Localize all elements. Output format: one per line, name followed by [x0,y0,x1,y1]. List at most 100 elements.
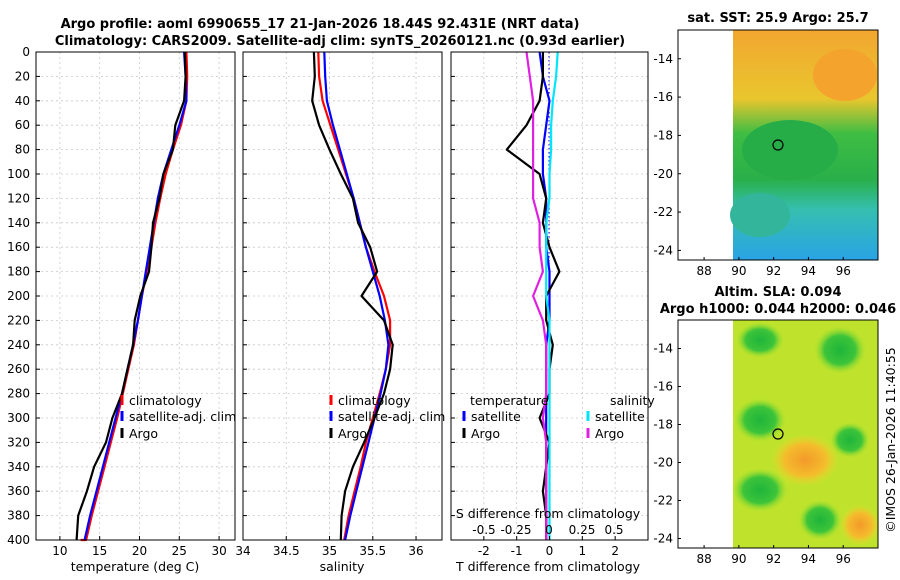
legend-text-t-argo: Argo [471,426,500,441]
sst-map-panel: sat. SST: 25.9 Argo: 25.7 88 90 92 94 96 -14 -… [653,11,879,278]
legend-text-s-satellite: satellite [595,409,645,424]
temperature-legend: climatology satellite-adj. clim Argo [120,393,236,441]
x-tick-label: -2 [478,544,490,558]
difference-series [505,51,561,540]
legend-text-climatology: climatology [129,393,202,408]
y-tick-label: 0 [22,45,30,59]
sla-map-frame [677,319,879,549]
series-line-satellite-adj-clim [323,51,390,541]
y-tick-label: 20 [15,69,30,83]
series-line-salinity-satellite [545,51,559,540]
sla-low-patch [814,326,866,374]
y-tick-label: -20 [653,456,673,470]
y-tick-label: 80 [15,143,30,157]
sla-map-panel: Altim. SLA: 0.094 Argo h1000: 0.044 h200… [653,285,896,566]
x-tick-label: 20 [132,544,147,558]
y-tick-label: 260 [7,362,30,376]
sst-blue-patch [730,193,790,237]
legend-text-satellite: satellite-adj. clim [338,409,445,424]
salinity-legend: climatology satellite-adj. clim Argo [329,393,445,441]
legend-group-temperature: temperature [470,393,549,408]
x-tick-label: 96 [836,552,851,566]
y-tick-label: 120 [7,191,30,205]
series-line-argo [311,51,394,541]
sst-map-frame [677,29,879,261]
y-tick-label: -14 [653,342,673,356]
x-tick-label: 88 [696,552,711,566]
sla-map-title-2: Argo h1000: 0.044 h2000: 0.046 [660,302,896,317]
y-tick-label: -18 [653,418,673,432]
y-tick-label: 200 [7,289,30,303]
difference-ticks: -2 -1 0 1 2 [451,51,619,558]
x-tick-label: 0 [546,544,554,558]
x-tick-label: 92 [766,264,781,278]
salinity-series [311,51,394,541]
x-tick-label: 10 [52,544,67,558]
legend-text-satellite: satellite-adj. clim [129,409,236,424]
y-tick-label: 160 [7,240,30,254]
difference-legend: temperature salinity satellite Argo sate… [462,393,655,441]
x-tick-label: 35.5 [359,544,386,558]
y-tick-label: 400 [7,533,30,547]
x-tick-label: 92 [766,552,781,566]
x-tick-label: 2 [611,544,619,558]
imos-timestamp: ©IMOS 26-Jan-2026 11:40:55 [883,347,898,533]
salinity-xlabel: salinity [320,559,365,574]
s-tick: 0.5 [604,523,623,537]
x-tick-label: 15 [92,544,107,558]
y-tick-label: -16 [653,90,673,104]
sla-high-patch [771,434,839,486]
argo-position-marker [772,428,784,440]
y-tick-label: -14 [653,52,673,66]
s-difference-xlabel: S difference from climatology [456,506,641,521]
sla-low-patch [798,500,842,540]
y-tick-label: 340 [7,460,30,474]
y-tick-label: -20 [653,167,673,181]
x-tick-label: -1 [511,544,523,558]
x-tick-label: 90 [731,552,746,566]
y-tick-label: 300 [7,411,30,425]
temperature-panel: 0 20 40 60 80 100 120 140 160 180 200 220 240 260 280 3… [7,45,236,574]
x-tick-label: 34 [235,544,250,558]
x-tick-label: 35 [322,544,337,558]
series-line-climatology [317,51,392,541]
y-tick-label: 380 [7,509,30,523]
y-tick-label: 40 [15,94,30,108]
y-tick-label: 240 [7,338,30,352]
s-tick: 0.25 [569,523,596,537]
sst-map-ticks: 88 90 92 94 96 -14 -16 -18 -20 -22 -24 [653,52,850,278]
y-tick-label: -22 [653,494,673,508]
legend-text-argo: Argo [338,426,367,441]
legend-text-t-satellite: satellite [471,409,521,424]
temperature-grid [36,51,235,541]
t-difference-xlabel: T difference from climatology [455,559,641,574]
x-tick-label: 36 [408,544,423,558]
y-tick-label: 180 [7,265,30,279]
sst-cool-patch [742,120,838,180]
sla-map-ticks: 88 90 92 94 96 -14 -16 -18 -20 -22 -24 [653,342,850,567]
sla-low-patch [732,468,788,512]
sla-low-patch [734,398,786,442]
x-tick-label: 88 [696,264,711,278]
sla-low-patch [736,322,784,358]
s-tick: 0 [545,523,553,537]
x-tick-label: 94 [801,552,816,566]
y-tick-label: -18 [653,128,673,142]
y-tick-label: 140 [7,216,30,230]
x-tick-label: 25 [172,544,187,558]
series-line-salinity-argo [525,51,548,540]
legend-text-climatology: climatology [338,393,411,408]
salinity-frame [242,51,443,541]
y-tick-label: -16 [653,380,673,394]
y-tick-label: 360 [7,484,30,498]
x-tick-label: 96 [836,264,851,278]
s-tick: -0.25 [500,523,531,537]
x-tick-label: 30 [211,544,226,558]
y-tick-label: -24 [653,243,673,257]
x-tick-label: 34.5 [273,544,300,558]
salinity-ticks: 34 34.5 35 35.5 36 [235,51,424,558]
y-tick-label: -22 [653,205,673,219]
temperature-frame [35,51,236,541]
series-line-satellite-adj-clim [83,51,188,541]
